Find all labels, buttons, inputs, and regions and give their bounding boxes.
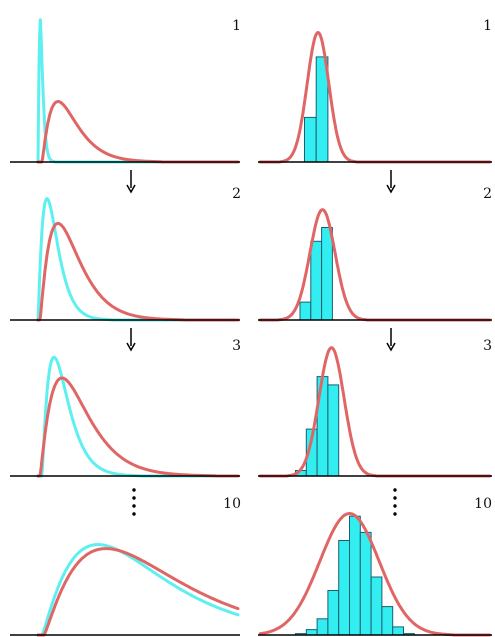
histogram-bar [338,540,351,636]
panel-4-left: 10 [10,496,241,637]
ellipsis-dot [132,504,136,508]
approx-curve [36,355,240,478]
ellipsis-dot [132,488,136,492]
histogram-bar [316,618,329,636]
histogram-bar [327,590,340,636]
panel-1-right: 1 [258,18,492,164]
histogram-bar [310,240,323,321]
histogram-bar [305,629,318,636]
panel-2-right: 2 [258,186,492,322]
panel-1-left: 1 [10,18,241,164]
histogram-bar [392,626,405,636]
histogram-bar [349,515,361,636]
panels-layer: 1 1 2 2 3 3 10 10 [10,18,492,637]
step-label: 10 [223,496,241,512]
ellipsis-dot [393,496,397,500]
ellipsis-dot [393,512,397,516]
panel-4-right: 10 [258,496,492,637]
histogram-bar [381,606,394,636]
panel-3-left: 3 [10,338,241,478]
ellipsis-dot [393,504,397,508]
step-label: 2 [232,186,241,202]
target-curve [258,346,492,478]
histogram-bar [327,384,340,477]
target-curve [36,547,240,637]
histogram-bar [359,531,372,636]
panel-3-right: 3 [258,338,492,478]
histogram-bar [299,301,312,321]
step-label: 1 [483,18,492,34]
target-curve [258,208,492,322]
target-curve [258,31,492,164]
step-label: 2 [483,186,492,202]
step-label: 1 [232,18,241,34]
ellipsis-dot [393,488,397,492]
histogram-bar [304,116,317,163]
approx-curve [36,197,240,322]
ellipsis-dot [132,496,136,500]
down-arrow-icon [386,342,396,352]
ellipsis-dot [132,512,136,516]
histogram-bar [370,576,383,636]
down-arrow-icon [126,342,136,352]
down-arrow-icon [386,184,396,194]
histogram-bar [321,227,333,321]
step-label: 3 [232,338,241,354]
step-label: 3 [483,338,492,354]
target-curve [36,376,240,478]
target-curve [36,221,240,322]
down-arrow-icon [126,184,136,194]
approx-curve [36,543,240,637]
connectors-layer [126,170,397,516]
approx-curve [36,18,240,164]
step-label: 10 [474,496,492,512]
panel-2-left: 2 [10,186,241,322]
target-curve [36,100,240,164]
